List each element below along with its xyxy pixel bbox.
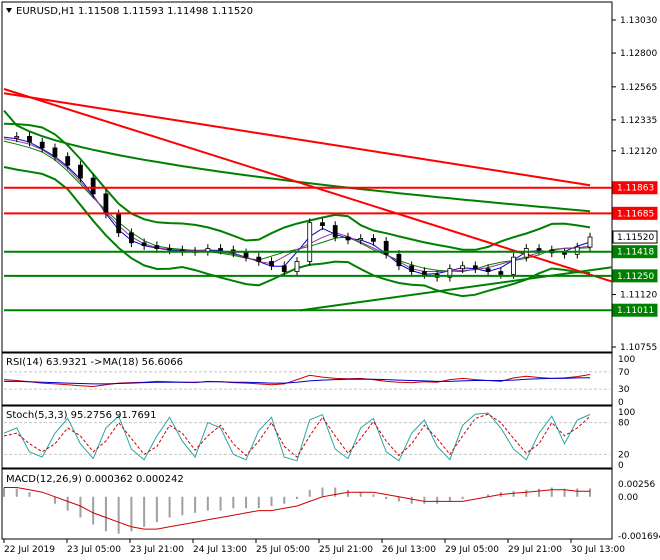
- price-label-box: [612, 230, 658, 244]
- x-axis-label: 29 Jul 05:00: [445, 545, 499, 555]
- candle-body: [269, 261, 274, 267]
- main-axis-tick-label: 1.12335: [620, 116, 657, 126]
- candle-body: [447, 268, 453, 278]
- price-label-text: 1.11863: [617, 184, 654, 194]
- candle-body: [511, 256, 516, 275]
- stoch-axis-tick-label: 80: [618, 419, 630, 429]
- rsi-axis-tick-label: 100: [618, 355, 635, 365]
- candle-body: [243, 252, 249, 258]
- downtrend-line: [3, 88, 613, 283]
- candle-body: [536, 248, 542, 251]
- collapse-triangle-icon[interactable]: [6, 8, 12, 13]
- macd-label: MACD(12,26,9) 0.000362 0.000242: [6, 474, 184, 485]
- moving-average-slow: [3, 138, 591, 272]
- candle-body: [128, 232, 134, 244]
- macd-axis-tick-label: 0.00256: [618, 480, 655, 490]
- x-axis-label: 25 Jul 21:00: [319, 545, 373, 555]
- x-axis-label: 24 Jul 13:00: [193, 545, 247, 555]
- x-axis-label: 30 Jul 13:00: [571, 545, 625, 555]
- x-axis-label: 29 Jul 21:00: [508, 545, 562, 555]
- macd-signal-line: [4, 487, 590, 530]
- candle-body: [345, 236, 351, 241]
- price-label-box: [612, 181, 658, 195]
- price-label-box: [612, 303, 658, 317]
- symbol-label: EURUSD,H1: [16, 6, 75, 17]
- candle-body: [307, 222, 313, 262]
- main-axis-tick-label: 1.13030: [620, 16, 657, 26]
- candle-body: [218, 248, 223, 251]
- stoch-label: Stoch(5,3,3) 95.2756 91.7691: [6, 410, 157, 421]
- candle-body: [256, 256, 262, 262]
- candle-body: [358, 238, 364, 241]
- candle-body: [116, 213, 122, 234]
- price-label-text: 1.11011: [617, 306, 654, 316]
- candle-body: [103, 193, 109, 215]
- price-label-box: [612, 245, 658, 259]
- candle-body: [371, 238, 376, 242]
- ohlc-label: 1.11508 1.11593 1.11498 1.11520: [78, 6, 253, 17]
- candle-body: [78, 164, 83, 179]
- uptrend-line: [299, 266, 613, 312]
- price-label-text: 1.11520: [617, 233, 654, 243]
- candle-body: [396, 253, 402, 267]
- candle-body: [485, 268, 491, 272]
- candle-body: [65, 156, 71, 166]
- candle-body: [409, 265, 415, 272]
- long-moving-average-red: [3, 92, 591, 187]
- candle-body: [562, 252, 567, 255]
- candle-body: [320, 222, 325, 226]
- price-label-text: 1.11685: [617, 209, 654, 219]
- candle-body: [587, 236, 593, 248]
- main-axis-tick-label: 1.12120: [620, 147, 657, 157]
- candle-body: [523, 248, 529, 258]
- candle-body: [294, 261, 300, 272]
- candle-body: [383, 240, 389, 255]
- candle-body: [574, 246, 580, 255]
- main-panel[interactable]: [1, 1, 613, 353]
- x-axis-label: 23 Jul 21:00: [130, 545, 184, 555]
- price-label-text: 1.11418: [617, 248, 654, 258]
- macd-panel[interactable]: [1, 468, 613, 540]
- candle-body: [332, 225, 338, 238]
- x-axis-label: 25 Jul 05:00: [256, 545, 310, 555]
- price-label-text: 1.11250: [617, 272, 654, 282]
- rsi-label: RSI(14) 63.9321 ->MA(18) 56.6066: [6, 357, 183, 368]
- candle-body: [154, 245, 160, 249]
- candle-body: [141, 242, 147, 247]
- candle-body: [90, 177, 96, 195]
- candle-body: [39, 141, 45, 149]
- rsi-axis-tick-label: 70: [618, 368, 630, 378]
- main-axis-tick-label: 1.11120: [620, 291, 657, 301]
- candle-body: [281, 265, 287, 272]
- price-label-box: [612, 206, 658, 220]
- stoch-panel[interactable]: [1, 405, 613, 469]
- candle-body: [421, 271, 427, 275]
- stoch-axis-tick-label: 20: [618, 450, 630, 460]
- rsi-axis-tick-label: 0: [618, 398, 624, 408]
- macd-axis-tick-label: -0.001694: [618, 532, 660, 542]
- x-axis-label: 22 Jul 2019: [4, 545, 55, 555]
- candle-body: [14, 136, 20, 139]
- main-axis-tick-label: 1.10755: [620, 343, 657, 353]
- rsi-axis-tick-label: 30: [618, 385, 630, 395]
- candle-body: [167, 248, 173, 251]
- rsi-ma-line: [4, 377, 591, 385]
- main-axis-tick-label: 1.12565: [620, 83, 657, 93]
- stoch-signal-line: [3, 413, 591, 458]
- stoch-main-line: [3, 412, 591, 462]
- candle-body: [498, 271, 504, 275]
- price-label-box: [612, 269, 658, 283]
- candle-body: [52, 147, 58, 157]
- candle-body: [460, 265, 466, 270]
- stoch-axis-tick-label: 0: [618, 461, 624, 471]
- bollinger-upper-line: [3, 122, 591, 251]
- main-axis-tick-label: 1.12800: [620, 49, 657, 59]
- stoch-axis-tick-label: 100: [618, 408, 635, 418]
- x-axis-label: 26 Jul 13:00: [382, 545, 436, 555]
- candle-body: [27, 136, 32, 143]
- macd-axis-tick-label: 0.00: [618, 493, 638, 503]
- x-axis-label: 23 Jul 05:00: [67, 545, 121, 555]
- candle-body: [472, 265, 478, 270]
